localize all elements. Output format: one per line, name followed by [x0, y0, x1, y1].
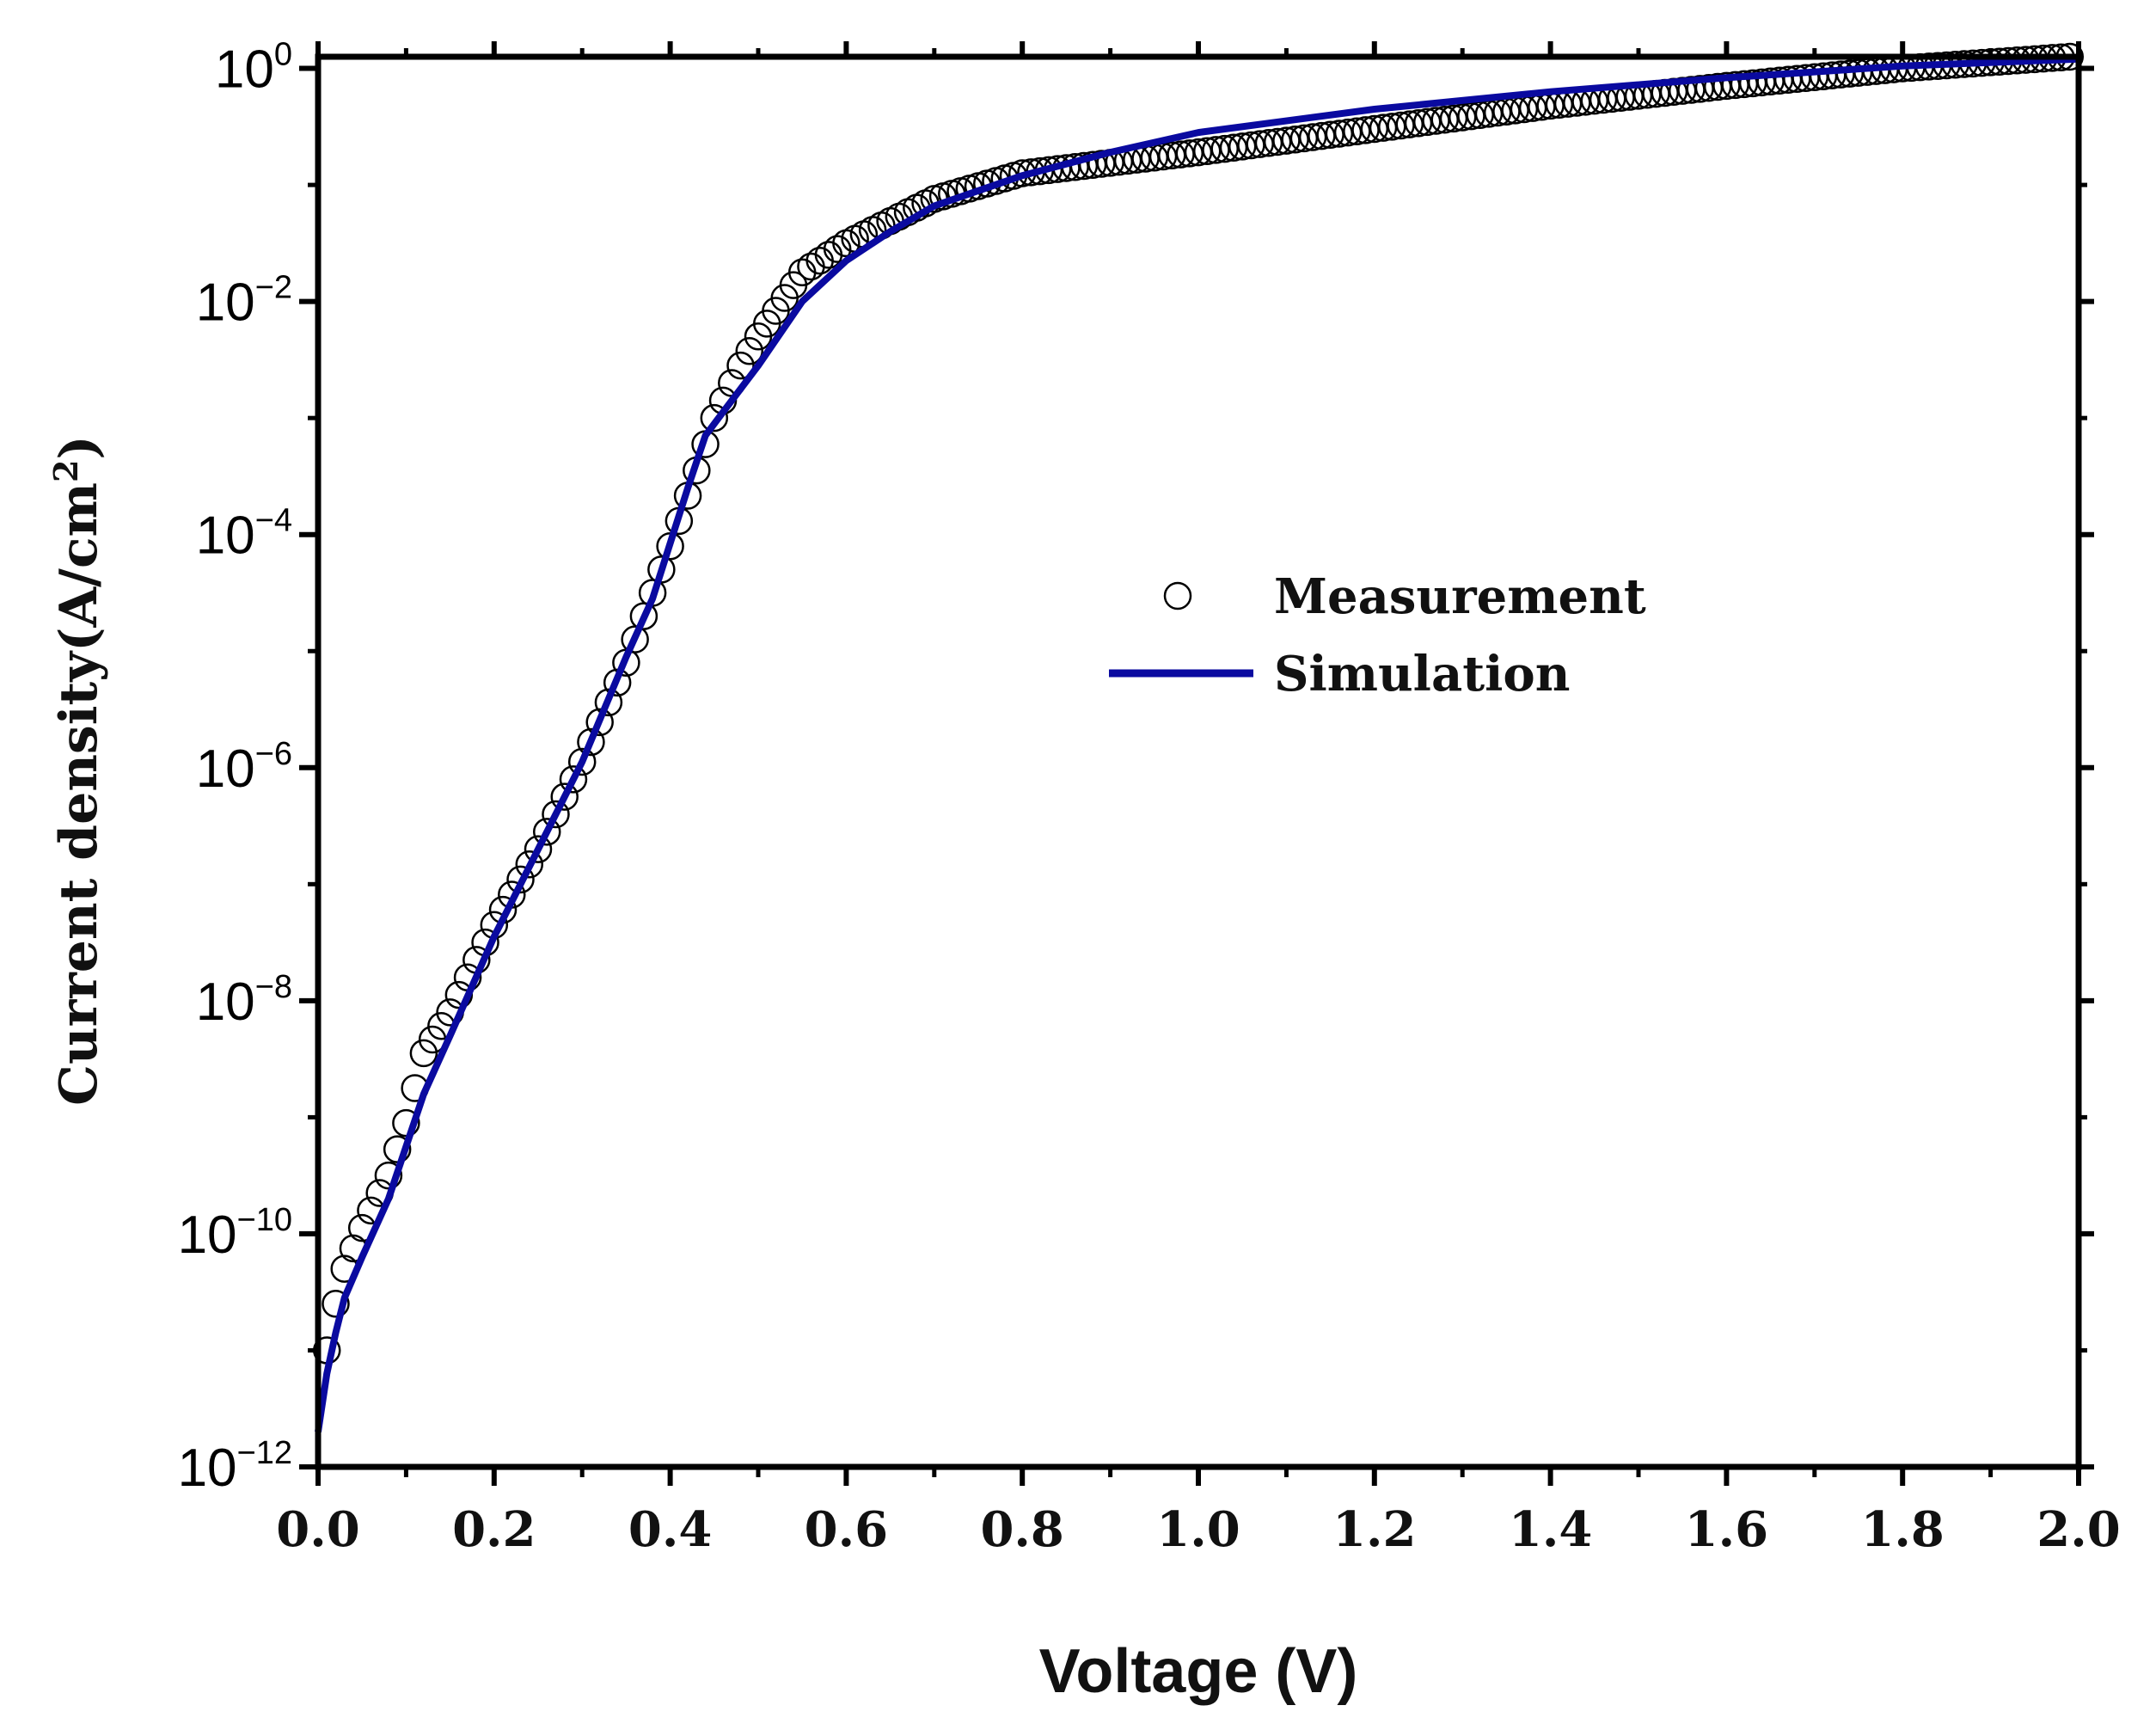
y-tick-base: 10 — [196, 739, 255, 799]
x-tick-label: 1.6 — [1685, 1501, 1768, 1558]
y-tick-base: 10 — [196, 972, 255, 1032]
legend-simulation-label: Simulation — [1274, 646, 1570, 702]
x-tick-label: 2.0 — [2037, 1501, 2120, 1558]
measurement-point — [567, 747, 597, 776]
x-tick-label: 1.8 — [1860, 1501, 1944, 1558]
measurement-point — [524, 835, 553, 863]
x-tick-label: 1.2 — [1332, 1501, 1416, 1558]
legend: Measurement Simulation — [1109, 568, 1646, 702]
y-tick-label: 10−6 — [196, 736, 292, 799]
measurement-point — [585, 708, 614, 737]
measurement-point — [577, 727, 605, 757]
measurement-point — [506, 865, 535, 894]
y-tick-base: 10 — [178, 1439, 237, 1498]
axis-ticks: 0.0 0.2 0.4 0.6 0.8 1.0 1.2 1.4 1.6 1.8 2.010010−2… — [178, 37, 2121, 1558]
y-tick-base: 10 — [196, 506, 255, 566]
y-tick-exponent: −4 — [255, 503, 292, 539]
measurement-point — [550, 782, 579, 811]
y-tick-exponent: −6 — [255, 736, 292, 772]
x-tick-label: 1.0 — [1156, 1501, 1240, 1558]
y-tick-base: 10 — [196, 273, 255, 333]
y-axis-label-main: Current density(A/cm — [49, 482, 109, 1106]
y-tick-exponent: −12 — [237, 1435, 292, 1471]
measurement-point — [823, 235, 852, 263]
measurement-point — [322, 1289, 350, 1318]
measurement-series — [312, 42, 2085, 1365]
simulation-series — [315, 55, 2079, 1432]
y-tick-label: 10−12 — [178, 1435, 292, 1498]
y-axis-label-close: ) — [49, 435, 109, 459]
x-tick-label: 1.4 — [1509, 1501, 1592, 1558]
y-tick-label: 10−10 — [178, 1202, 292, 1265]
x-tick-label: 0.8 — [980, 1501, 1063, 1558]
measurement-point — [700, 403, 729, 432]
y-tick-base: 10 — [215, 40, 274, 100]
x-tick-label: 0.0 — [276, 1501, 359, 1558]
x-tick-label: 0.4 — [628, 1501, 712, 1558]
simulation-line — [315, 55, 2079, 1432]
y-tick-exponent: −8 — [255, 969, 292, 1005]
measurement-point — [409, 1039, 438, 1068]
legend-measurement-marker — [1163, 581, 1192, 610]
y-tick-base: 10 — [178, 1205, 237, 1265]
y-tick-exponent: 0 — [274, 37, 292, 73]
y-axis-label: Current density(A/cm2) — [46, 435, 109, 1106]
x-tick-label: 0.2 — [452, 1501, 536, 1558]
measurement-point — [515, 850, 544, 879]
y-tick-label: 100 — [215, 37, 292, 100]
y-axis-label-superscript: 2 — [46, 460, 85, 482]
x-axis-label: Voltage (V) — [1039, 1637, 1358, 1706]
measurement-point — [726, 351, 755, 380]
y-tick-label: 10−2 — [196, 270, 292, 333]
legend-measurement-label: Measurement — [1274, 568, 1646, 625]
x-tick-label: 0.6 — [805, 1501, 888, 1558]
y-tick-label: 10−4 — [196, 503, 292, 566]
measurement-point — [532, 818, 561, 846]
measurement-point — [594, 688, 623, 717]
measurement-point — [542, 800, 570, 829]
measurement-point — [735, 336, 764, 365]
y-tick-exponent: −2 — [255, 270, 292, 306]
y-tick-exponent: −10 — [237, 1202, 292, 1238]
measurement-point — [559, 765, 588, 794]
y-tick-label: 10−8 — [196, 969, 292, 1032]
